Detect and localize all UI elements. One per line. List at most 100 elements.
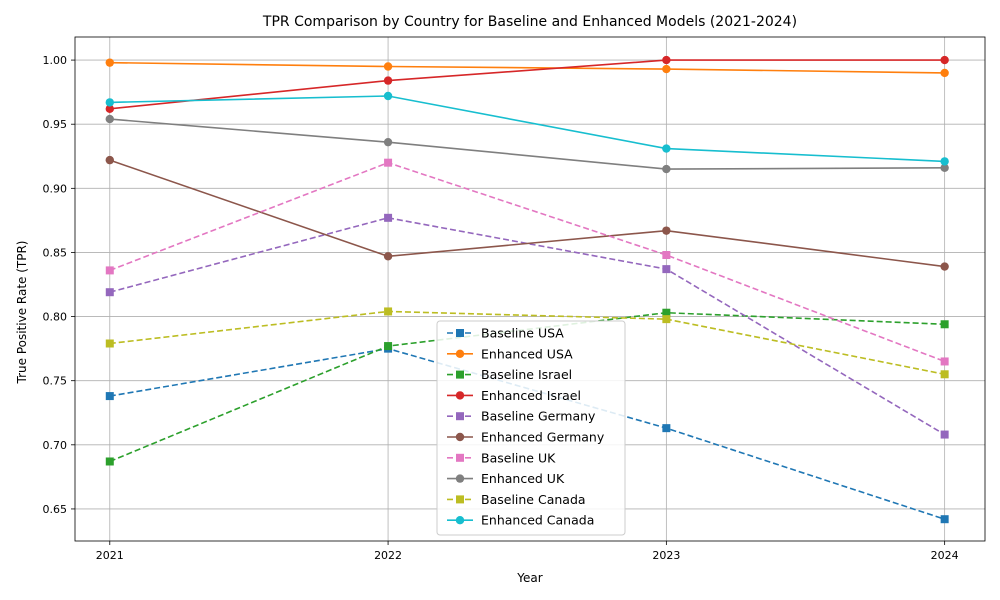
data-point	[940, 55, 949, 65]
series-line	[109, 161, 945, 363]
legend: Baseline USA Enhanced USA Baseline Israel E…	[436, 320, 626, 536]
y-tick-label: 1.00	[43, 54, 68, 67]
x-tick-label: 2023	[652, 549, 680, 562]
plot-frame	[74, 36, 986, 542]
y-tick-label: 0.65	[43, 503, 68, 516]
legend-item: Enhanced UK	[447, 471, 565, 486]
data-point	[940, 320, 949, 329]
legend-label: Enhanced Canada	[481, 513, 594, 528]
data-point	[662, 144, 671, 153]
data-point	[105, 288, 114, 297]
series-enhanced-israel	[105, 55, 949, 114]
y-tick-label: 0.75	[43, 375, 68, 388]
series-enhanced-canada	[105, 91, 949, 166]
y-tick-label: 0.95	[43, 118, 68, 131]
y-axis-label: True Positive Rate (TPR)	[15, 241, 29, 385]
data-point	[383, 91, 393, 101]
y-tick-label: 0.90	[43, 182, 68, 195]
legend-item: Baseline Israel	[447, 367, 572, 382]
legend-swatch-marker	[455, 391, 465, 400]
data-point	[384, 342, 393, 351]
legend-swatch-marker	[455, 516, 465, 525]
legend-swatch-marker	[456, 495, 464, 504]
data-point	[940, 163, 949, 173]
legend-label: Baseline Germany	[481, 409, 596, 424]
data-point	[940, 370, 949, 379]
series-baseline-canada	[105, 307, 949, 379]
data-point	[383, 76, 393, 85]
x-axis-label: Year	[516, 571, 542, 585]
data-point	[940, 68, 949, 78]
legend-label: Baseline UK	[481, 450, 556, 465]
legend-label: Enhanced Israel	[481, 388, 581, 403]
data-point	[105, 98, 114, 107]
chart-title: TPR Comparison by Country for Baseline a…	[262, 14, 797, 30]
data-point	[662, 315, 671, 324]
data-point	[105, 114, 114, 124]
data-point	[105, 457, 114, 466]
series-baseline-uk	[105, 158, 949, 366]
data-point	[662, 308, 671, 317]
data-point	[105, 392, 114, 401]
series-line	[109, 310, 945, 376]
legend-item: Enhanced Germany	[447, 430, 605, 445]
data-point	[105, 339, 114, 348]
data-point	[662, 226, 671, 235]
data-point	[383, 137, 393, 147]
series-line	[109, 61, 945, 74]
series-enhanced-uk	[105, 114, 949, 174]
series-line	[109, 217, 946, 436]
data-point	[940, 515, 949, 524]
legend-item: Enhanced Israel	[447, 388, 581, 403]
data-point	[105, 155, 114, 165]
legend-item: Baseline Germany	[447, 409, 596, 424]
data-point	[383, 62, 393, 71]
legend-swatch-marker	[456, 370, 464, 379]
legend-item: Enhanced Canada	[447, 513, 594, 528]
data-point	[662, 55, 671, 65]
series-enhanced-germany	[105, 155, 949, 271]
data-point	[662, 164, 671, 174]
series-line	[109, 118, 945, 170]
data-point	[662, 424, 671, 433]
legend-item: Enhanced USA	[447, 346, 573, 361]
legend-box	[436, 320, 626, 536]
legend-swatch-marker	[455, 432, 465, 442]
series-line	[109, 159, 945, 268]
data-point	[940, 262, 949, 271]
legend-label: Enhanced USA	[481, 346, 573, 361]
legend-item: Baseline USA	[447, 326, 564, 341]
data-point	[105, 266, 114, 275]
y-tick-label: 0.85	[43, 246, 68, 259]
data-point	[662, 251, 671, 260]
data-point	[383, 252, 393, 261]
x-tick-label: 2021	[96, 549, 124, 562]
legend-label: Baseline Israel	[481, 367, 572, 382]
legend-label: Enhanced Germany	[481, 430, 605, 445]
data-point	[384, 307, 393, 316]
data-point	[940, 157, 949, 166]
x-tick-label: 2022	[374, 549, 402, 562]
data-point	[384, 213, 393, 222]
data-point	[105, 58, 114, 67]
series-baseline-germany	[105, 213, 949, 439]
series-line	[109, 95, 945, 163]
axes: 2021 2022 2023 2024 0.65 0.70 0.75 0.80 0.85 0.90…	[43, 36, 986, 562]
legend-swatch-marker	[456, 453, 464, 462]
data-point	[662, 265, 671, 274]
legend-swatch-marker	[455, 349, 465, 358]
legend-label: Enhanced UK	[481, 471, 565, 486]
legend-item: Baseline UK	[447, 450, 556, 465]
legend-swatch-marker	[456, 329, 464, 337]
x-tick-label: 2024	[931, 549, 959, 562]
legend-swatch-marker	[455, 474, 465, 483]
data-point	[940, 357, 949, 366]
data-point	[940, 430, 949, 439]
y-tick-label: 0.70	[43, 439, 68, 452]
series-line	[109, 59, 945, 110]
legend-swatch-marker	[456, 412, 464, 421]
y-tick-label: 0.80	[43, 311, 68, 324]
legend-label: Baseline Canada	[481, 492, 586, 507]
legend-label: Baseline USA	[481, 326, 564, 341]
